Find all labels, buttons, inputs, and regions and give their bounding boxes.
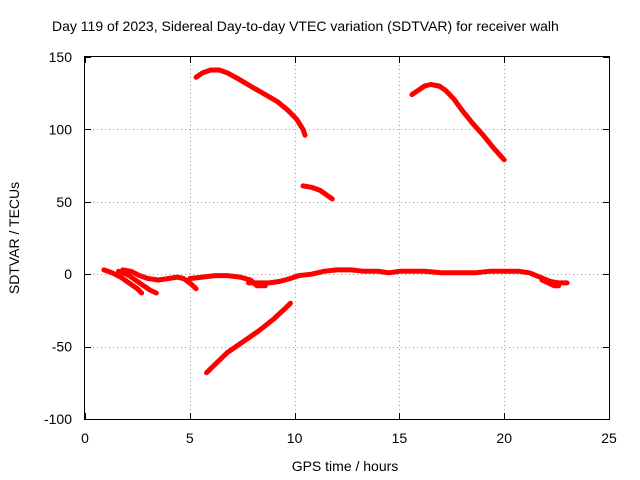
ticks: 0 5 10 15 20 25 -100 -50 0 50 100 150 bbox=[44, 49, 617, 446]
x-tick-label: 25 bbox=[601, 430, 617, 446]
y-tick-label: 150 bbox=[49, 49, 73, 65]
series-arc-3 bbox=[120, 267, 199, 292]
chart-title: Day 119 of 2023, Sidereal Day-to-day VTE… bbox=[52, 18, 559, 34]
y-tick-label: 100 bbox=[49, 121, 73, 137]
series-arc-2 bbox=[116, 268, 159, 296]
series-arc-7 bbox=[246, 267, 570, 286]
series-group bbox=[101, 67, 570, 376]
plot-frame bbox=[84, 56, 610, 420]
x-tick-label: 5 bbox=[186, 430, 194, 446]
x-axis-label: GPS time / hours bbox=[292, 458, 399, 474]
y-tick-label: -50 bbox=[52, 339, 72, 355]
x-tick-label: 20 bbox=[496, 430, 512, 446]
x-tick-label: 0 bbox=[81, 430, 89, 446]
series-arc-4 bbox=[193, 67, 308, 138]
series-arc-1 bbox=[101, 267, 145, 296]
y-tick-label: 0 bbox=[64, 266, 72, 282]
series-arc-10 bbox=[409, 82, 507, 163]
y-tick-label: -100 bbox=[44, 411, 72, 427]
series-arc-8 bbox=[539, 277, 562, 289]
y-tick-label: 50 bbox=[56, 194, 72, 210]
series-arc-5 bbox=[204, 300, 293, 376]
series-arc-9 bbox=[300, 183, 335, 202]
x-tick-label: 15 bbox=[392, 430, 408, 446]
grid bbox=[85, 57, 609, 419]
x-tick-label: 10 bbox=[287, 430, 303, 446]
y-axis-label: SDTVAR / TECUs bbox=[6, 182, 22, 294]
